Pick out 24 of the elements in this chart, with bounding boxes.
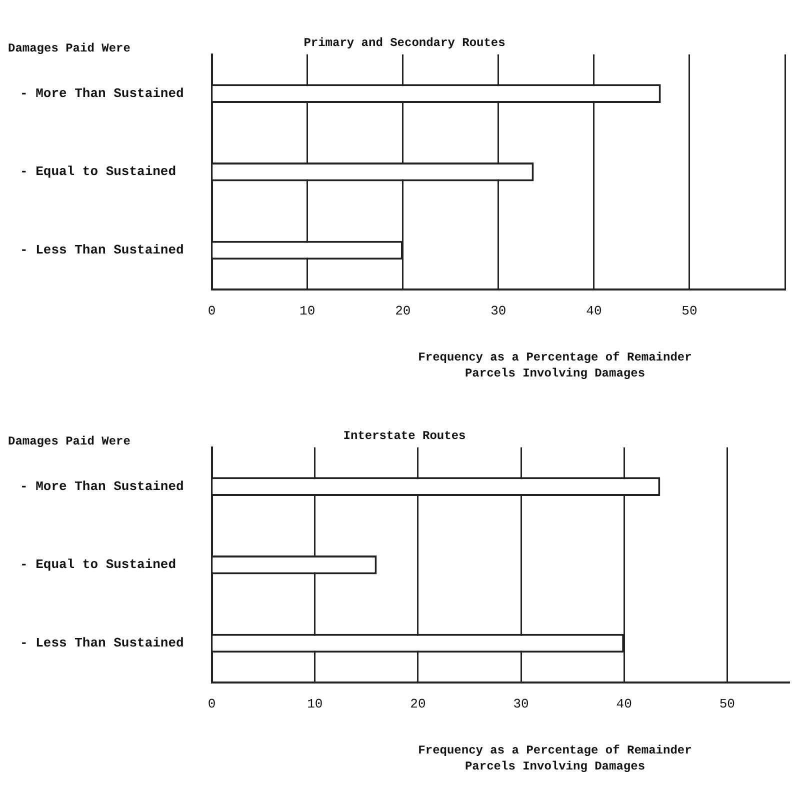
y-tick-label: - Equal to Sustained <box>20 164 176 180</box>
x-tick-label: 0 <box>208 696 216 712</box>
y-tick-label: - Less Than Sustained <box>20 636 184 651</box>
x-tick-label: 20 <box>410 696 426 712</box>
x-axis-title: Frequency as a Percentage of Remainder Parcels Involving Damages <box>418 743 692 774</box>
x-tick-label: 0 <box>208 304 216 319</box>
x-tick-label: 10 <box>300 304 316 319</box>
y-axis-title: Damages Paid Were <box>8 434 130 448</box>
x-tick-label: 50 <box>682 304 698 319</box>
y-tick-label: - Less Than Sustained <box>20 242 184 258</box>
y-tick-label: - More Than Sustained <box>20 86 184 101</box>
x-axis-title: Frequency as a Percentage of Remainder Parcels Involving Damages <box>418 350 692 380</box>
x-tick-label: 40 <box>586 304 602 319</box>
y-tick-label: - More Than Sustained <box>20 478 184 494</box>
x-tick-label: 20 <box>395 304 411 319</box>
y-tick-label: - Equal to Sustained <box>20 557 176 572</box>
x-tick-label: 30 <box>513 696 529 712</box>
x-tick-label: 50 <box>719 696 735 712</box>
chart-title: Primary and Secondary Routes <box>304 36 506 50</box>
x-tick-label: 30 <box>490 304 506 319</box>
x-tick-label: 10 <box>307 696 323 712</box>
x-tick-label: 40 <box>616 696 632 712</box>
chart-title: Interstate Routes <box>343 429 466 444</box>
y-axis-title: Damages Paid Were <box>8 41 130 56</box>
